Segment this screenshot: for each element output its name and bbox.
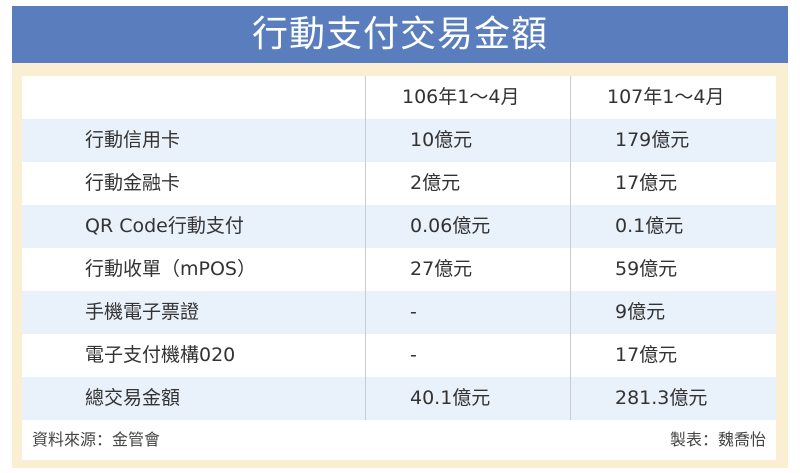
cell-value: 27億元 <box>410 258 473 280</box>
infographic-frame: 行動支付交易金額 106年1～4月 107年1～4月 行動信用卡 10億元 179億… <box>12 6 788 468</box>
infographic-title: 行動支付交易金額 <box>12 6 788 63</box>
table-row: 行動信用卡 10億元 179億元 <box>22 119 776 162</box>
cell-value: 10億元 <box>410 129 473 151</box>
row-label: 行動信用卡 <box>85 129 181 151</box>
cell-value: 59億元 <box>615 258 678 280</box>
source-note: 資料來源：金管會 <box>32 430 161 449</box>
cell-value: 179億元 <box>615 129 690 151</box>
cell-value: - <box>410 344 417 366</box>
cell-value: 0.1億元 <box>615 215 684 237</box>
row-label: 行動收單（mPOS） <box>85 258 256 280</box>
row-label: QR Code行動支付 <box>85 215 244 237</box>
data-table: 106年1～4月 107年1～4月 行動信用卡 10億元 179億元行動金融卡 2億元… <box>22 76 776 460</box>
table-row: QR Code行動支付 0.06億元 0.1億元 <box>22 205 776 248</box>
table-row: 手機電子票證 - 9億元 <box>22 291 776 334</box>
column-header: 106年1～4月 <box>402 86 520 108</box>
cell-value: 9億元 <box>615 301 666 323</box>
column-divider <box>365 76 366 420</box>
row-label: 總交易金額 <box>85 387 181 409</box>
table-footer: 資料來源：金管會 製表：魏喬怡 <box>22 420 776 460</box>
cell-value: 40.1億元 <box>410 387 491 409</box>
cell-value: 17億元 <box>615 172 678 194</box>
column-header: 107年1～4月 <box>607 86 725 108</box>
cell-value: 2億元 <box>410 172 461 194</box>
cell-value: 17億元 <box>615 344 678 366</box>
cell-value: - <box>410 301 417 323</box>
row-label: 手機電子票證 <box>85 301 200 323</box>
cell-value: 281.3億元 <box>615 387 708 409</box>
column-divider <box>570 76 571 420</box>
row-label: 行動金融卡 <box>85 172 181 194</box>
table-header-row: 106年1～4月 107年1～4月 <box>22 76 776 119</box>
table-row: 行動金融卡 2億元 17億元 <box>22 162 776 205</box>
cell-value: 0.06億元 <box>410 215 491 237</box>
table-row: 電子支付機構020 - 17億元 <box>22 334 776 377</box>
table-row: 行動收單（mPOS） 27億元 59億元 <box>22 248 776 291</box>
author-note: 製表：魏喬怡 <box>669 430 766 449</box>
row-label: 電子支付機構020 <box>85 344 236 366</box>
table-row: 總交易金額 40.1億元 281.3億元 <box>22 377 776 420</box>
